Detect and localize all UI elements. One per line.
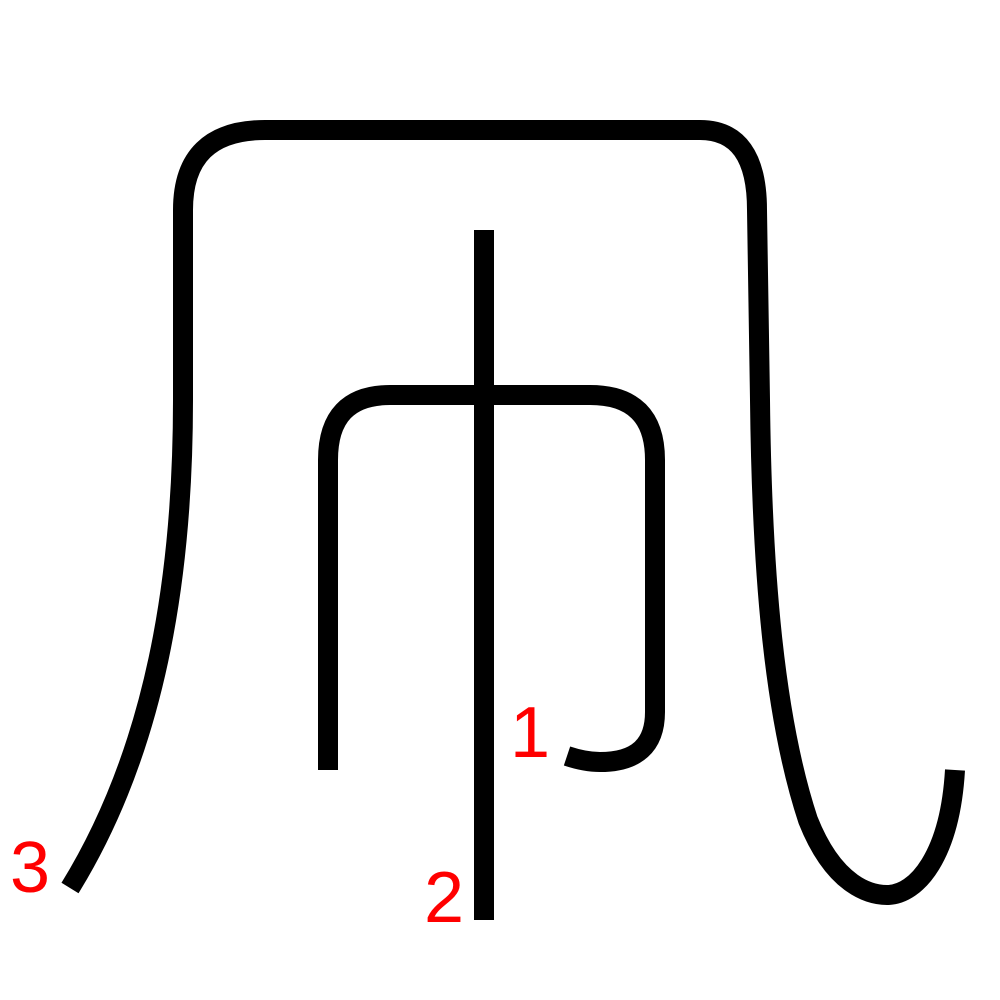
stroke-number-2: 2 — [424, 858, 464, 938]
stroke-number-3: 3 — [10, 828, 50, 908]
stroke-number-1: 1 — [510, 693, 550, 773]
outer-frame-stroke — [61, 120, 965, 905]
inner-box-stroke — [318, 385, 665, 772]
